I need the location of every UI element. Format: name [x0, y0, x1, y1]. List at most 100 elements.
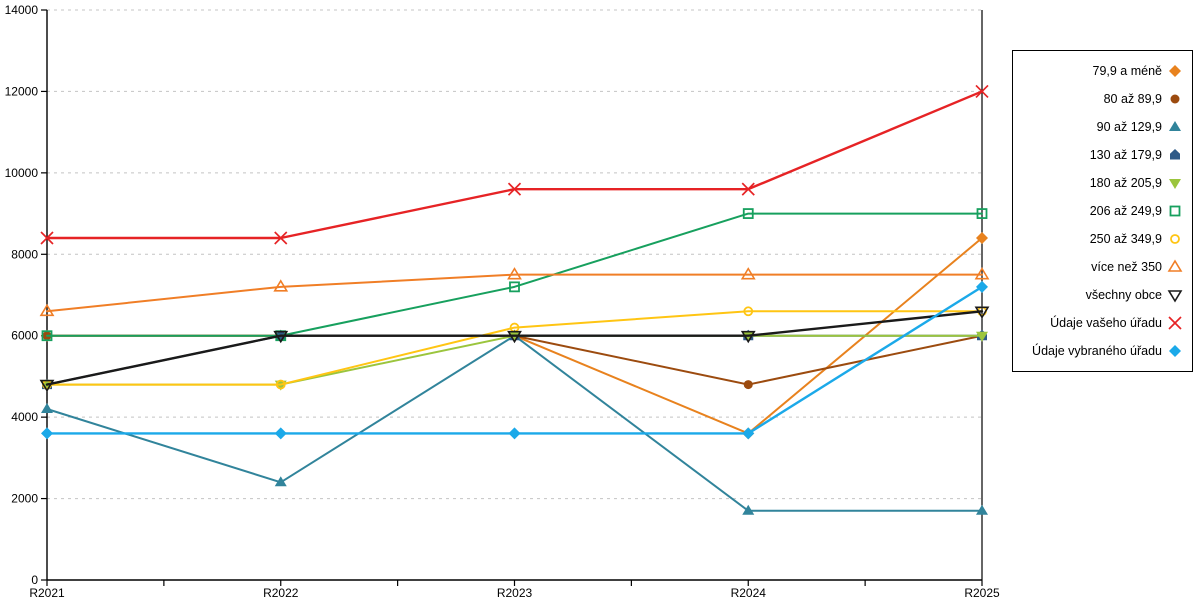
series-line [45, 90, 984, 240]
legend-item: 250 až 349,9 [1013, 225, 1192, 253]
marker-triangle-down-open [1167, 290, 1183, 303]
legend-item: 80 až 89,9 [1013, 85, 1192, 113]
marker-triangle-up-open [974, 267, 990, 280]
series-line [46, 212, 983, 337]
y-axis-label: 0 [31, 573, 38, 587]
legend-item: Údaje vybraného úřadu [1013, 337, 1192, 365]
marker-triangle-up-open [507, 267, 522, 280]
y-axis-label: 2000 [11, 492, 38, 506]
marker-square-open [1169, 205, 1181, 217]
marker-triangle-down-open [507, 330, 522, 344]
marker-triangle-up [976, 504, 988, 515]
legend-item-label: 130 až 179,9 [1089, 148, 1162, 162]
marker-triangle-up [41, 403, 53, 413]
x-axis-label: R2021 [29, 586, 65, 600]
series-line [46, 334, 983, 512]
legend-triangle-down-filled-icon [1169, 179, 1181, 189]
marker-square-open [509, 281, 520, 293]
marker-triangle-up-open [273, 279, 289, 292]
legend-item: více než 350 [1013, 253, 1192, 281]
series-line [46, 310, 983, 386]
y-axis-label: 4000 [11, 410, 38, 424]
marker-triangle-up [1169, 121, 1181, 131]
legend-square-open-icon [1169, 205, 1181, 217]
marker-diamond [976, 280, 988, 293]
marker-x-cross [741, 182, 755, 196]
marker-diamond [1169, 65, 1181, 77]
marker-x-cross [40, 231, 54, 245]
marker-circle-open [275, 379, 286, 390]
marker-triangle-up [742, 504, 755, 515]
legend-diamond-filled-icon [1169, 345, 1181, 357]
marker-x-cross [1168, 316, 1182, 330]
marker-triangle-up-open [740, 267, 756, 280]
marker-x-cross [507, 182, 522, 196]
legend-item-label: 206 až 249,9 [1089, 204, 1162, 218]
legend: 79,9 a méně 80 až 89,9 90 až 129,9 130 až 1… [1012, 50, 1193, 372]
marker-circle [743, 380, 753, 390]
x-axis-label: R2024 [731, 586, 767, 600]
y-axis-label: 10000 [5, 166, 39, 180]
legend-item-label: Údaje vybraného úřadu [1032, 344, 1162, 358]
legend-triangle-up-filled-icon [1169, 121, 1181, 131]
marker-triangle-up-open [1167, 259, 1183, 272]
legend-item: 180 až 205,9 [1013, 169, 1192, 197]
legend-item-label: Údaje vašeho úřadu [1050, 316, 1162, 330]
legend-item-label: více než 350 [1091, 260, 1162, 274]
marker-square-open [742, 208, 754, 219]
legend-item-label: 90 až 129,9 [1096, 120, 1162, 134]
legend-item: všechny obce [1013, 281, 1192, 309]
series-line [45, 285, 984, 435]
marker-diamond [1169, 345, 1181, 357]
legend-pentagon-filled-icon [1170, 149, 1180, 160]
marker-triangle-down-open [273, 330, 289, 344]
legend-item: 206 až 249,9 [1013, 197, 1192, 225]
marker-triangle-down-open [39, 379, 55, 393]
legend-circle-filled-icon [1170, 94, 1180, 104]
marker-diamond [742, 427, 755, 440]
marker-diamond [976, 232, 988, 244]
legend-item: 79,9 a méně [1013, 57, 1192, 85]
legend-item-label: 250 až 349,9 [1089, 232, 1162, 246]
legend-diamond-filled-icon [1169, 65, 1181, 77]
legend-circle-open-icon [1170, 234, 1180, 244]
legend-x-cross-icon [1168, 316, 1182, 330]
marker-diamond [508, 427, 521, 440]
marker-triangle-down [1169, 179, 1181, 189]
marker-square-open [41, 330, 53, 342]
legend-triangle-down-open-icon [1167, 290, 1183, 303]
legend-item: 90 až 129,9 [1013, 113, 1192, 141]
legend-item-label: 79,9 a méně [1092, 64, 1163, 78]
marker-triangle-down-open [740, 330, 756, 344]
y-axis-label: 6000 [11, 329, 38, 343]
marker-triangle-down [976, 331, 988, 342]
legend-item: 130 až 179,9 [1013, 141, 1192, 169]
series-line [45, 310, 984, 386]
marker-square-open [976, 208, 988, 219]
marker-circle-open [743, 306, 754, 317]
y-axis-label: 12000 [5, 84, 39, 98]
y-axis-label: 8000 [11, 247, 38, 261]
legend-item: Údaje vašeho úřadu [1013, 309, 1192, 337]
legend-item-label: všechny obce [1085, 288, 1162, 302]
x-axis-label: R2025 [964, 586, 1000, 600]
marker-triangle-down-open [974, 306, 990, 319]
marker-pentagon [1170, 149, 1180, 160]
x-axis-label: R2023 [497, 586, 533, 600]
marker-circle-open [1170, 234, 1180, 244]
marker-circle [1170, 94, 1180, 104]
series-line [46, 273, 983, 313]
marker-x-cross [975, 84, 989, 99]
legend-item-label: 180 až 205,9 [1089, 176, 1162, 190]
marker-diamond [274, 427, 287, 440]
marker-diamond [41, 427, 53, 440]
marker-x-cross [274, 231, 288, 245]
y-axis-label: 14000 [5, 3, 39, 17]
marker-triangle-up [274, 476, 287, 487]
legend-item-label: 80 až 89,9 [1103, 92, 1162, 106]
x-axis-label: R2022 [263, 586, 299, 600]
legend-triangle-up-open-icon [1167, 259, 1183, 272]
marker-triangle-up-open [39, 303, 55, 317]
